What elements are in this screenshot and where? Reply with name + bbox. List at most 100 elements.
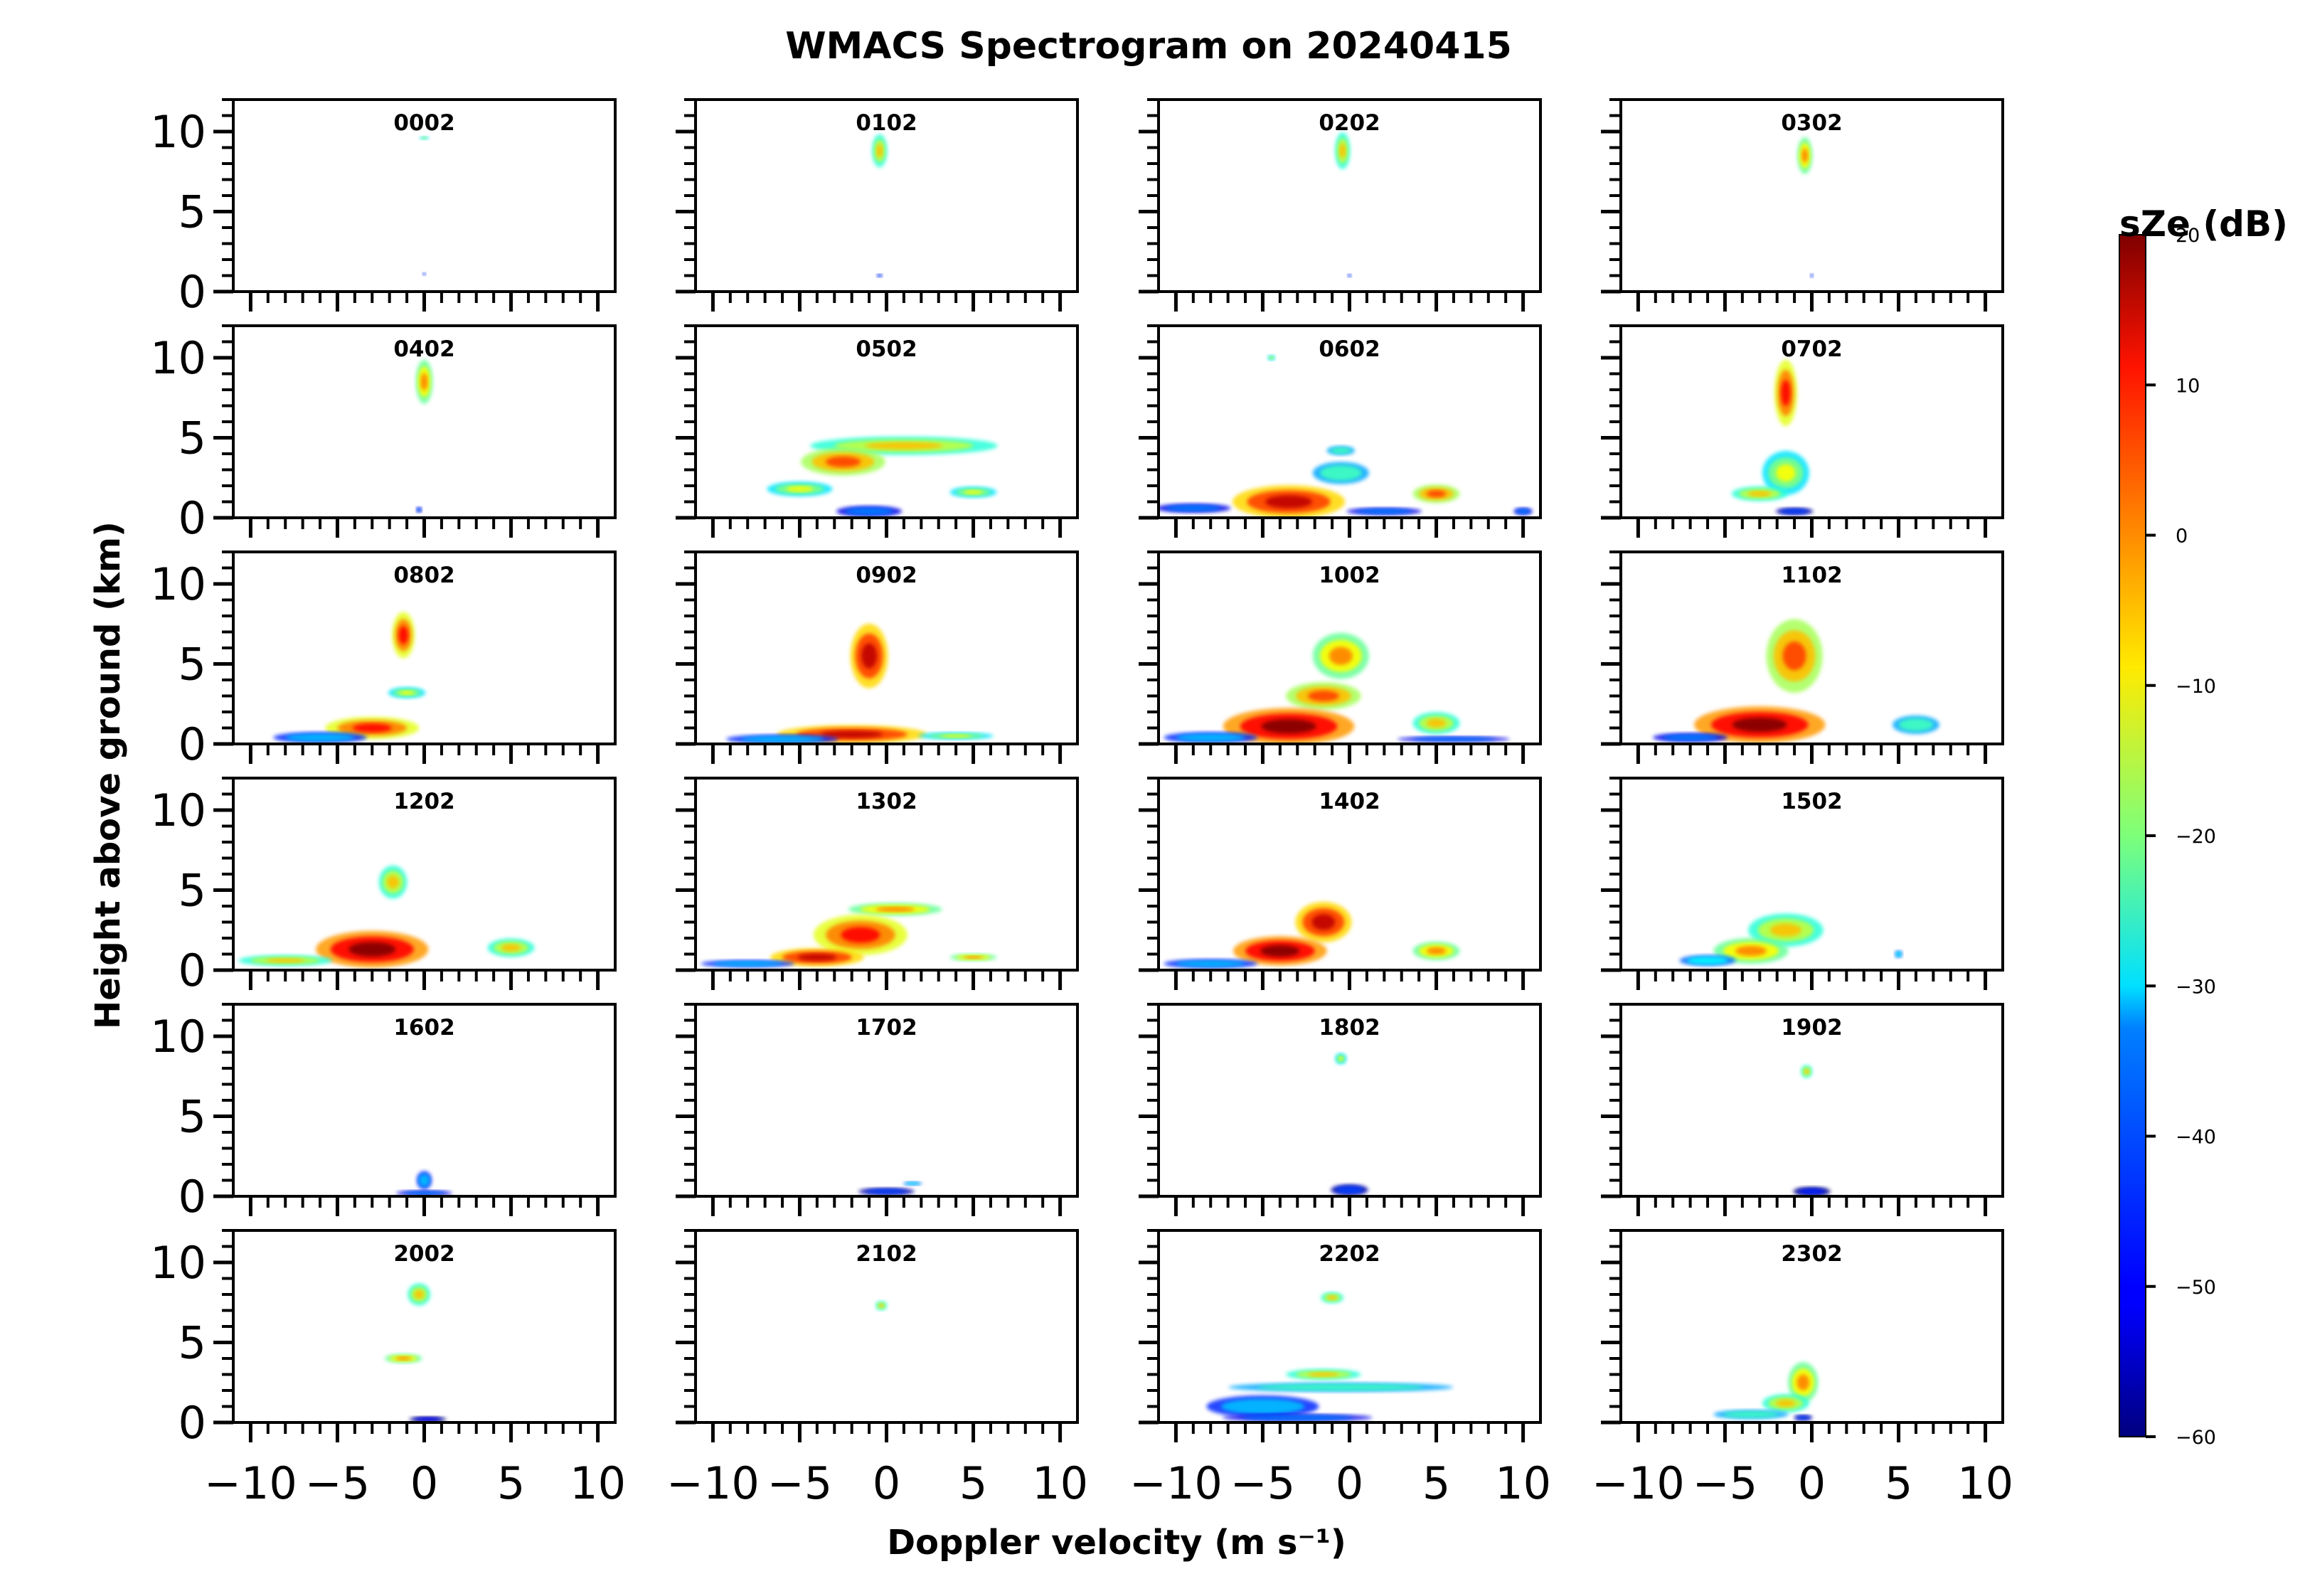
panel-time-label: 0902 <box>856 563 917 588</box>
echo-mid <box>1796 1415 1811 1420</box>
spectral-echoes <box>1793 1065 1831 1196</box>
echo-mid <box>403 1191 445 1196</box>
echo-core <box>1307 1372 1339 1377</box>
echo-mid <box>1242 1415 1353 1420</box>
panel-time-label: 1102 <box>1781 563 1842 588</box>
echo-core <box>797 953 837 962</box>
echo-mid <box>1176 960 1246 967</box>
panel-time-label: 1602 <box>393 1015 454 1041</box>
x-tick-label: −10 <box>204 1457 297 1509</box>
x-tick-label: 0 <box>410 1457 438 1509</box>
panel-1802: 1802 <box>1139 1003 1542 1216</box>
y-tick-label: 10 <box>150 784 206 836</box>
spectral-echoes <box>395 1171 453 1196</box>
echo-mid <box>1898 718 1934 731</box>
panel-time-label: 1002 <box>1319 563 1380 588</box>
echo-mid <box>1356 509 1412 514</box>
echo-mid <box>1662 734 1718 741</box>
echo-core <box>1796 1374 1810 1390</box>
echo-core <box>399 690 415 696</box>
y-tick-label: 10 <box>150 332 206 384</box>
colorbar: −60 −50 −40 −30 −20 −10 0 10 20 sZe (dB) <box>2119 203 2288 1449</box>
panel-0402: 0402 0 5 10 <box>150 324 617 544</box>
echo-core <box>963 489 984 495</box>
panel-background <box>233 1230 615 1422</box>
echo-core <box>1801 148 1809 163</box>
spectral-echoes <box>1335 132 1352 277</box>
panel-1702: 1702 <box>676 1003 1079 1216</box>
echo-mid <box>1176 733 1246 742</box>
echo-mid <box>1165 505 1221 511</box>
echo-core <box>348 942 396 957</box>
x-tick-label: 10 <box>570 1457 626 1509</box>
panel-0602: 0602 <box>1139 324 1542 538</box>
panel-1502: 1502 <box>1601 777 2004 990</box>
panel-2102: 2102 −10 −5 0 5 10 <box>666 1229 1088 1509</box>
echo-core <box>1769 923 1801 937</box>
spectral-echoes <box>1797 137 1814 278</box>
panel-background <box>1159 1004 1540 1196</box>
echo-mid <box>1810 274 1814 277</box>
echo-core <box>1260 945 1300 957</box>
echo-core <box>1747 491 1772 497</box>
echo-core <box>1776 1399 1796 1408</box>
y-tick-label: 5 <box>179 1091 206 1143</box>
y-tick-label: 0 <box>179 718 206 770</box>
x-tick-label: −10 <box>1592 1457 1685 1509</box>
echo-core <box>861 643 878 669</box>
echo-mid <box>285 733 355 742</box>
x-tick-label: 10 <box>1957 1457 2013 1509</box>
echo-core <box>876 144 883 158</box>
panel-background <box>1621 100 2003 292</box>
echo-core <box>963 955 984 959</box>
y-tick-label: 0 <box>179 492 206 544</box>
x-tick-label: 5 <box>497 1457 525 1509</box>
echo-core <box>1776 464 1796 482</box>
spectral-echoes <box>701 903 997 968</box>
panel-time-label: 1402 <box>1319 789 1380 814</box>
echo-core <box>875 906 915 913</box>
panel-time-label: 1702 <box>856 1015 917 1041</box>
echo-core <box>1265 495 1313 509</box>
echo-core <box>1311 914 1336 930</box>
echo-mid <box>1723 1411 1779 1418</box>
panel-time-label: 1802 <box>1319 1015 1380 1041</box>
panel-time-label: 2302 <box>1781 1241 1842 1267</box>
echo-core <box>414 1289 424 1299</box>
echo-mid <box>422 272 426 275</box>
x-tick-label: 10 <box>1032 1457 1088 1509</box>
panel-time-label: 0302 <box>1781 110 1842 136</box>
echo-core <box>422 137 427 139</box>
echo-mid <box>1335 1186 1364 1194</box>
echo-core <box>940 734 972 738</box>
panel-background <box>233 326 615 518</box>
echo-core <box>265 958 305 963</box>
panel-time-label: 2002 <box>393 1241 454 1267</box>
panel-background <box>1621 1004 2003 1196</box>
spectral-echoes <box>1731 359 1814 516</box>
spectral-echoes <box>1652 619 1939 743</box>
panel-0702: 0702 <box>1601 324 2004 538</box>
echo-core <box>501 944 521 952</box>
panel-time-label: 1202 <box>393 789 454 814</box>
echo-core <box>420 373 428 390</box>
colorbar-label: sZe (dB) <box>2119 203 2288 245</box>
echo-mid <box>1797 1188 1826 1195</box>
panel-grid: 0002 0 5 10 0102 0202 0302 0402 0 5 10 0502 0602 0702… <box>150 98 2013 1509</box>
panel-background <box>233 100 615 292</box>
panel-background <box>1159 100 1540 292</box>
spectral-echoes <box>725 623 994 744</box>
echo-mid <box>1516 509 1531 514</box>
y-tick-label: 0 <box>179 1397 206 1449</box>
panel-2002: 2002 0 5 10 −10 −5 0 5 10 <box>150 1229 626 1509</box>
echo-core <box>786 486 814 492</box>
spectral-echoes <box>273 612 426 743</box>
echo-mid <box>1686 957 1729 964</box>
panel-1002: 1002 <box>1139 550 1542 764</box>
panel-2202: 2202 −10 −5 0 5 10 <box>1129 1229 1551 1509</box>
panel-time-label: 1502 <box>1781 789 1842 814</box>
colorbar-tick-label: 20 <box>2176 225 2200 247</box>
echo-core <box>1735 945 1767 957</box>
spectral-echoes <box>875 1301 888 1311</box>
echo-mid <box>418 1174 430 1187</box>
